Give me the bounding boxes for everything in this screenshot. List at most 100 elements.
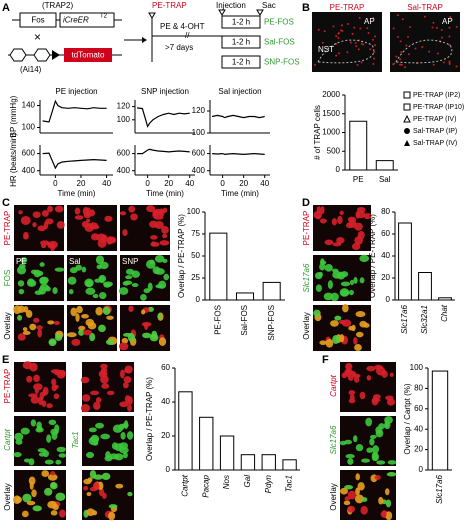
image-label: PE-TRAP: [330, 3, 365, 12]
cell: [159, 240, 170, 246]
cell: [361, 497, 368, 502]
cell: [345, 454, 355, 459]
legend: [403, 91, 411, 146]
x-axis-label: Time (min): [146, 189, 184, 198]
cell: [142, 332, 152, 339]
cell: [356, 210, 366, 219]
line: [211, 114, 265, 119]
y-tick-label: 140: [22, 101, 36, 110]
x-tick-label: 20: [239, 179, 248, 188]
cell: [105, 339, 115, 346]
cell: [355, 331, 364, 338]
y-tick-label: 0: [386, 295, 391, 304]
cell: [86, 491, 92, 497]
cell: [347, 505, 356, 513]
cell: [46, 403, 53, 409]
y-tick-label: 40: [381, 251, 390, 260]
cell: [423, 15, 426, 18]
x-tick-label: Sal-FOS: [240, 305, 249, 336]
y-tick-label: 600: [192, 149, 206, 158]
cell: [149, 333, 159, 342]
cell: [353, 337, 358, 345]
row-label: Overlay: [302, 312, 311, 340]
cell: [354, 41, 357, 44]
cell: [27, 279, 37, 287]
cell: [366, 365, 376, 372]
gene-box: [64, 48, 112, 62]
legend-label: Sal-TRAP (IP): [413, 128, 457, 135]
x-tick-label: Pdyn: [264, 474, 273, 493]
cell: [81, 314, 89, 319]
cell: [149, 259, 155, 265]
cell: [335, 54, 338, 57]
cell: [17, 333, 26, 341]
cell: [34, 387, 39, 394]
row-label: Cartpt: [329, 374, 338, 397]
cell: [67, 276, 77, 285]
cell: [46, 434, 52, 443]
y-tick-label: 60: [414, 404, 423, 413]
cell: [345, 222, 354, 229]
cell: [32, 222, 37, 228]
cell: [334, 315, 342, 321]
legend-marker: [403, 114, 411, 123]
cell: [92, 481, 100, 491]
cell: [448, 63, 451, 66]
y-axis-label: BP (mmHg): [9, 95, 18, 137]
cell: [28, 393, 38, 398]
y-axis-label: HR (beats/min): [9, 133, 18, 187]
cell: [431, 26, 434, 29]
cell: [356, 63, 359, 66]
cell: [98, 488, 105, 497]
cell: [332, 242, 342, 247]
cell: [332, 25, 335, 28]
cell: [106, 237, 113, 245]
cell: [455, 25, 458, 28]
y-axis-label: Overlap / PE-TRAP (%): [368, 214, 377, 298]
cell: [99, 291, 107, 300]
cell: [348, 390, 356, 396]
cell: [54, 370, 60, 376]
cell: [337, 32, 340, 35]
cell: [161, 225, 169, 234]
cell: [353, 277, 358, 284]
loxp: [9, 48, 27, 62]
cell: [122, 229, 128, 236]
bar: [349, 120, 368, 171]
gene-box: [59, 12, 115, 28]
cell: [51, 378, 57, 386]
cell: [152, 209, 158, 219]
cell: [407, 35, 410, 38]
chart-title: SNP injection: [141, 87, 189, 96]
cell: [85, 287, 96, 295]
cell: [404, 66, 407, 69]
cell: [108, 511, 116, 521]
cell: [26, 500, 36, 506]
cell: [386, 398, 396, 406]
cell: [355, 487, 360, 496]
bar: [219, 435, 235, 471]
cell: [321, 41, 324, 44]
y-tick-label: 100: [410, 363, 424, 372]
cell: [100, 367, 108, 373]
bar: [199, 416, 214, 471]
bar: [418, 272, 432, 301]
cell: [332, 270, 342, 279]
cell: [351, 32, 354, 35]
cell: [25, 309, 33, 318]
y-tick-label: 500: [327, 146, 341, 155]
cell: [384, 488, 390, 496]
cell: [432, 63, 435, 66]
cell: [372, 38, 375, 41]
group: PE-FOS: [264, 18, 294, 27]
y-tick-label: 600: [117, 149, 131, 158]
cell: [351, 324, 356, 332]
cell: [74, 207, 81, 215]
cell: [17, 314, 23, 321]
cell: [56, 220, 65, 229]
cell: [371, 397, 379, 406]
x-tick-label: Slc32a1: [420, 305, 429, 334]
cell: [21, 510, 29, 518]
cell: [114, 453, 124, 461]
